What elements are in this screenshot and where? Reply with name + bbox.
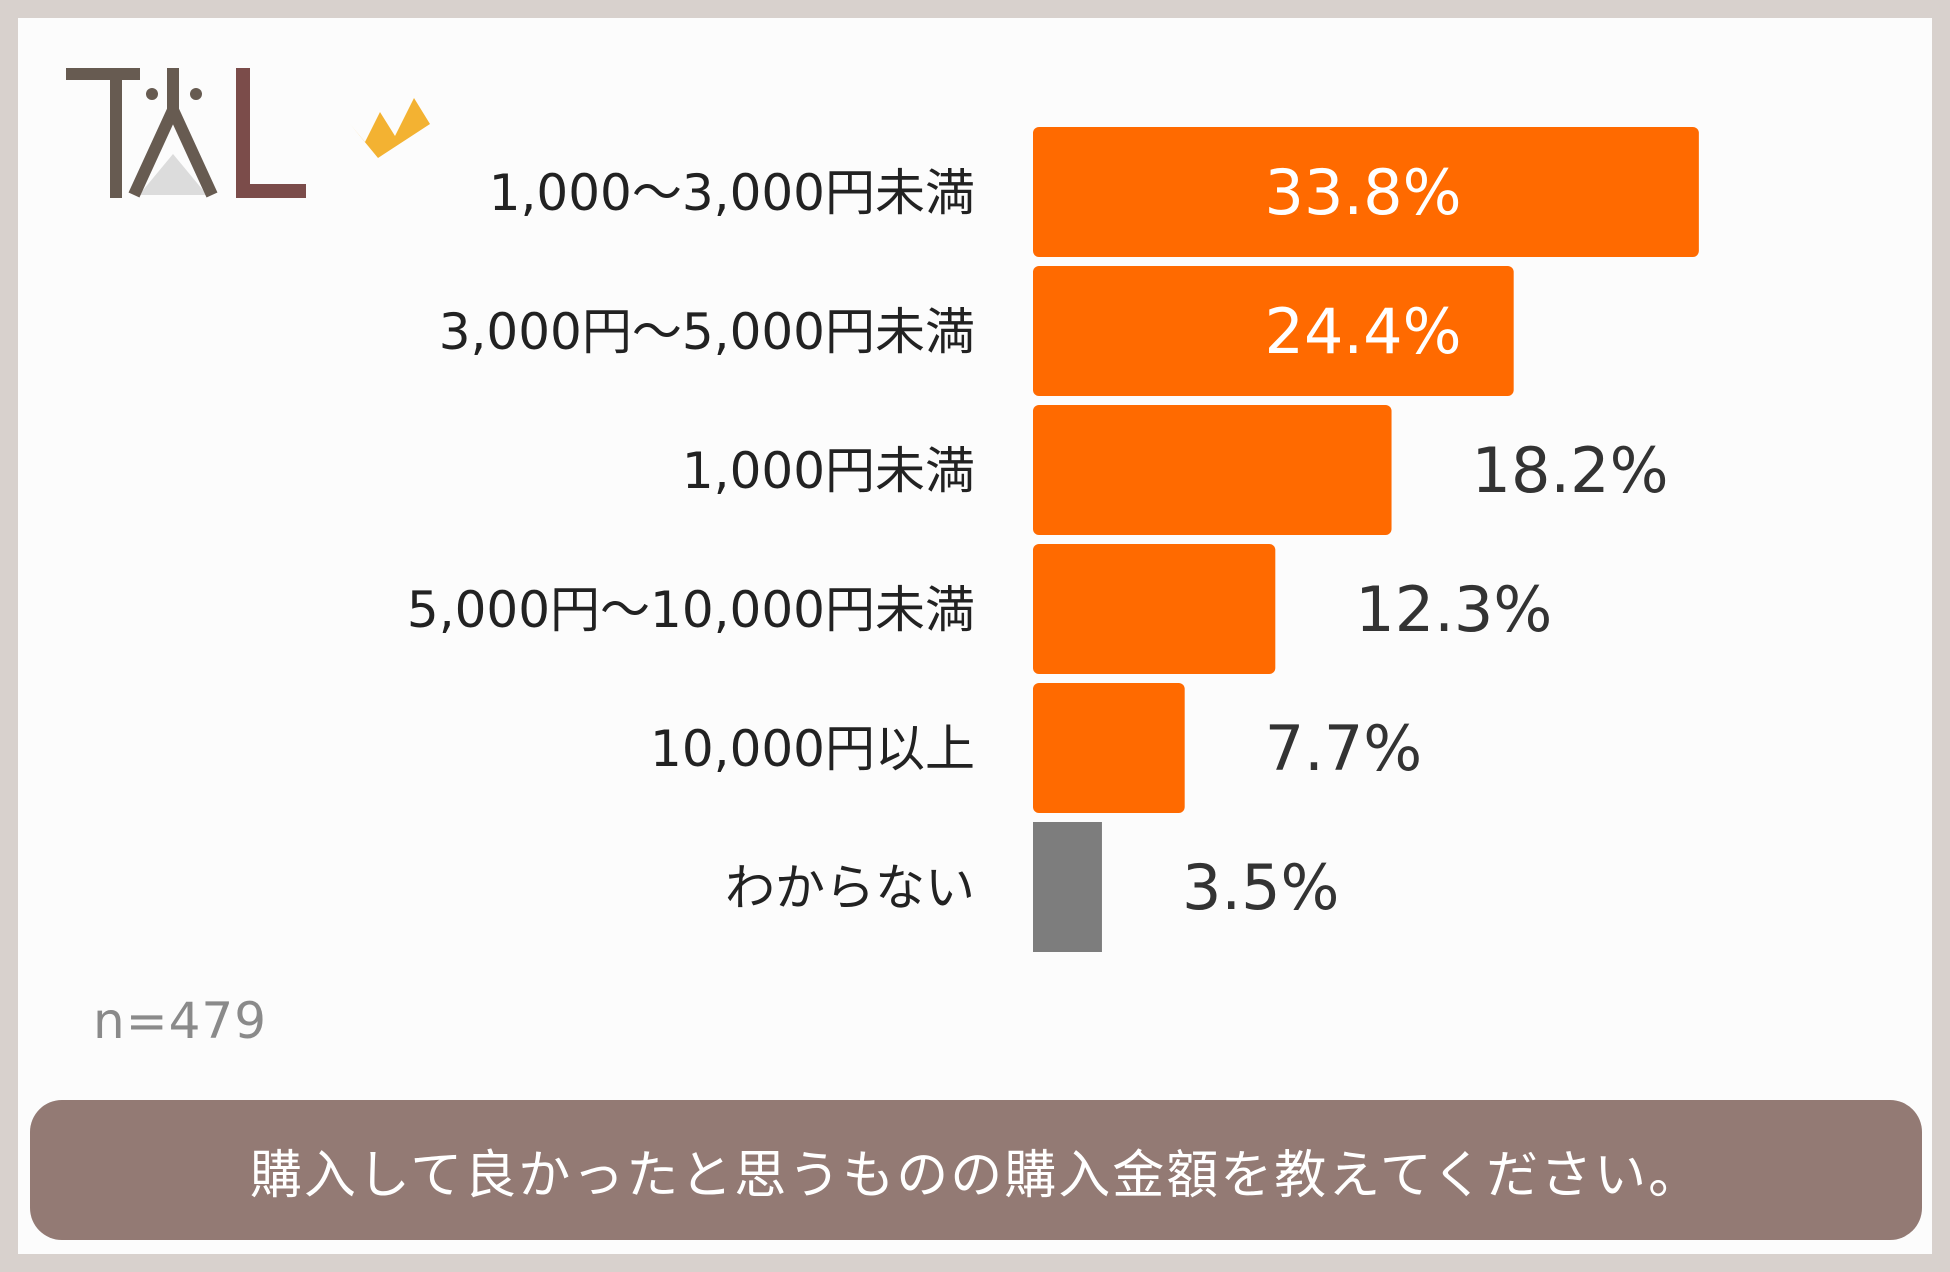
- category-label-3: 1,000円未満: [682, 442, 975, 500]
- question-banner: 購入して良かったと思うものの購入金額を教えてください。: [30, 1100, 1922, 1240]
- bar-3: [1033, 405, 1392, 535]
- bar-1: [1033, 127, 1699, 257]
- bar-5: [1033, 683, 1185, 813]
- value-label-6: 3.5%: [1182, 851, 1340, 924]
- category-label-4: 5,000円～10,000円未満: [407, 581, 975, 639]
- value-label-4: 12.3%: [1355, 573, 1552, 646]
- value-label-1: 33.8%: [1265, 156, 1462, 229]
- category-label-2: 3,000円～5,000円未満: [439, 303, 975, 361]
- value-label-5: 7.7%: [1265, 712, 1423, 785]
- tal-logo: [66, 68, 430, 198]
- sample-size: n=479: [93, 992, 268, 1050]
- question-text: 購入して良かったと思うものの購入金額を教えてください。: [249, 1145, 1703, 1206]
- category-label-6: わからない: [725, 859, 975, 917]
- value-label-2: 24.4%: [1265, 295, 1462, 368]
- category-label-1: 1,000～3,000円未満: [489, 164, 975, 222]
- bar-4: [1033, 544, 1276, 674]
- value-label-3: 18.2%: [1472, 434, 1669, 507]
- bar-2: [1033, 266, 1514, 396]
- category-label-5: 10,000円以上: [650, 720, 975, 778]
- bar-6: [1033, 822, 1102, 952]
- crown-icon: [350, 98, 430, 158]
